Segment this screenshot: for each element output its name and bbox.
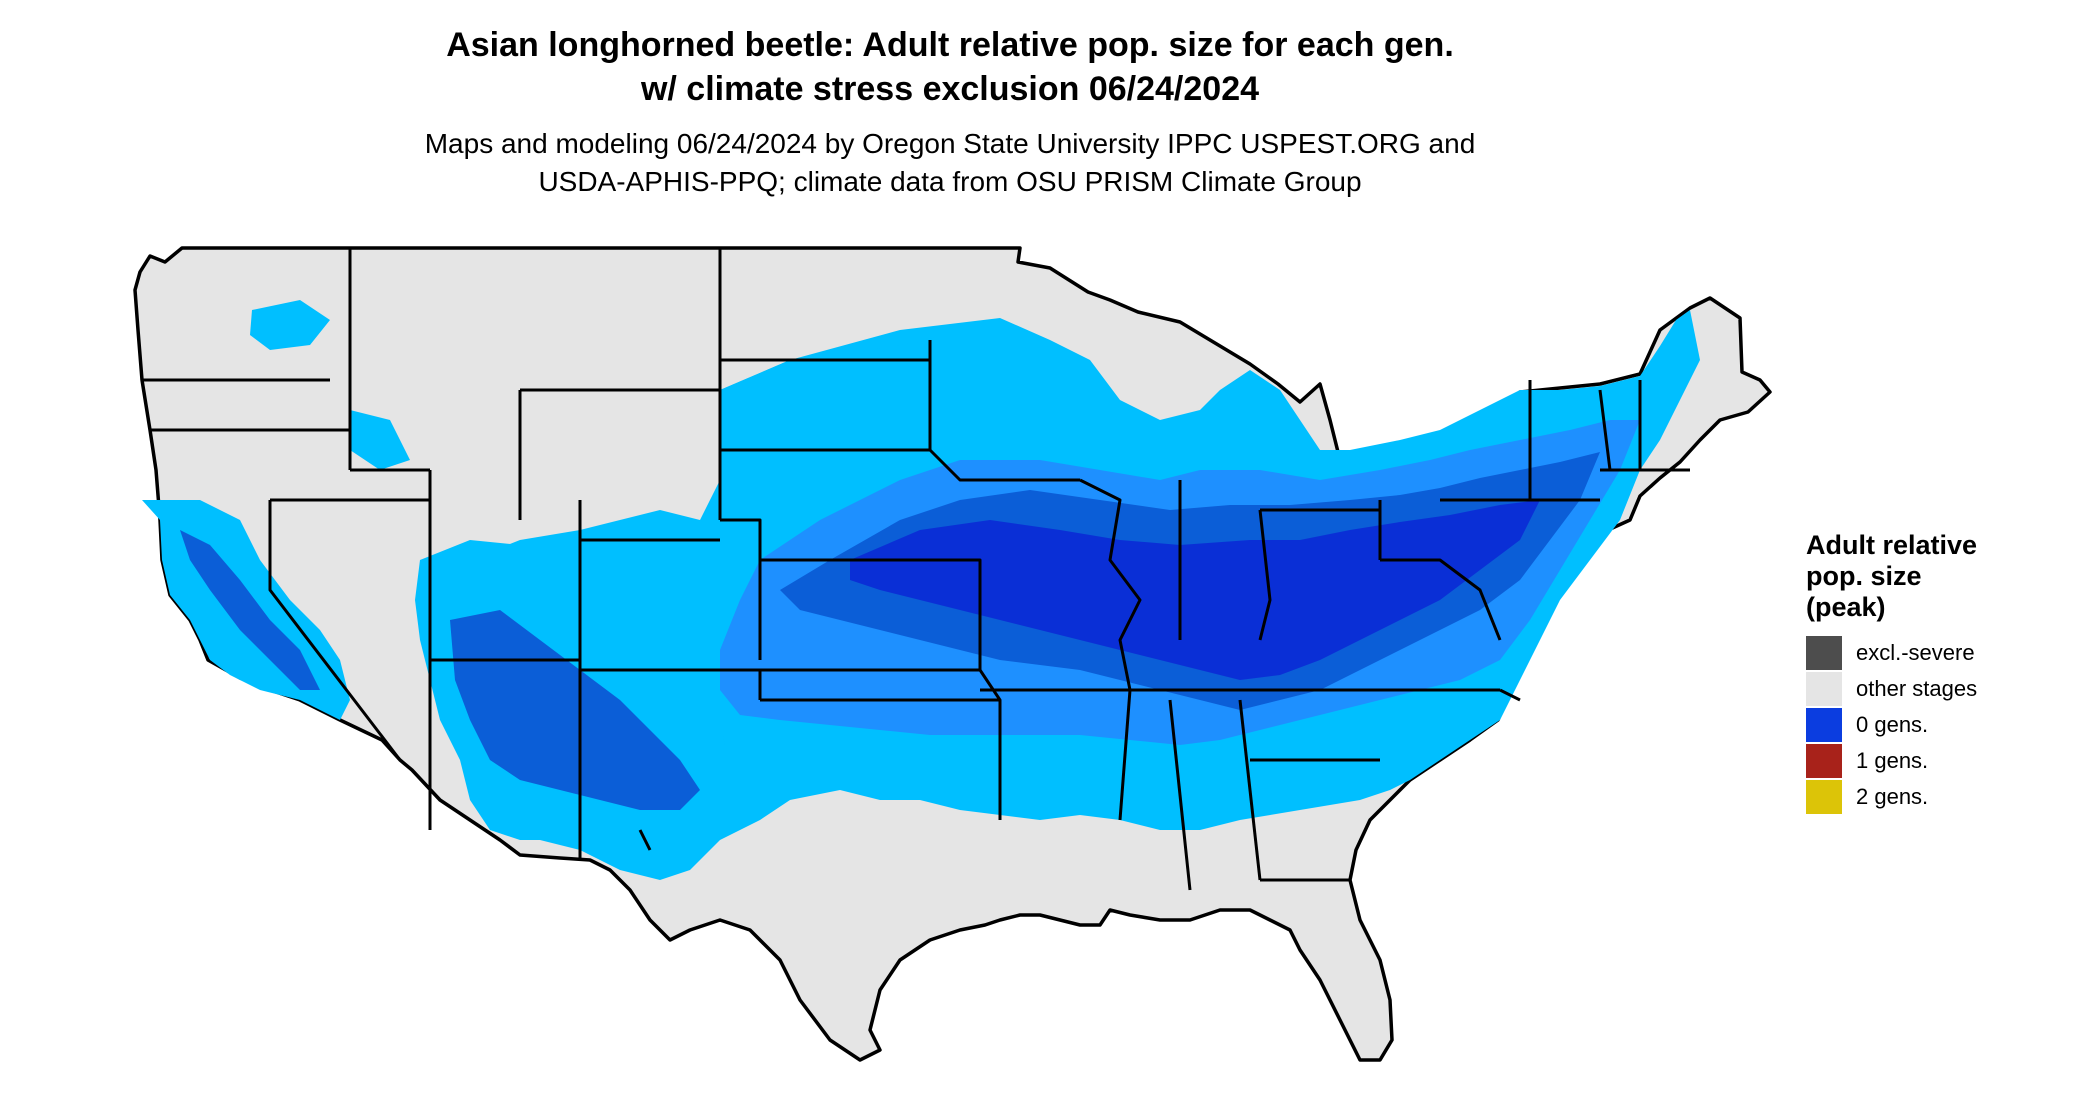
legend-item-other-stages: other stages <box>1806 671 2026 707</box>
legend-label-1-gens: 1 gens. <box>1856 748 1929 773</box>
zone-dark-blue-west-range <box>180 530 320 690</box>
legend-items: excl.-severe other stages 0 gens. 1 gens… <box>1806 635 2026 815</box>
population-zones <box>142 300 1700 880</box>
legend-title: Adult relative pop. size (peak) <box>1806 530 2026 623</box>
map-subtitle-line-2: USDA-APHIS-PPQ; climate data from OSU PR… <box>538 166 1362 197</box>
state-borders <box>142 248 1690 891</box>
legend-item-1-gens: 1 gens. <box>1806 743 2026 779</box>
legend-label-other-stages: other stages <box>1856 676 1978 701</box>
legend-swatch-other-stages <box>1806 672 1842 706</box>
zone-light-blue-idaho <box>350 410 410 470</box>
legend-title-line-1: Adult relative <box>1806 530 1978 560</box>
map-legend: Adult relative pop. size (peak) excl.-se… <box>1806 530 2026 815</box>
zone-light-blue-plains <box>720 340 960 450</box>
legend-label-2-gens: 2 gens. <box>1856 784 1929 809</box>
legend-label-0-gens: 0 gens. <box>1856 712 1929 737</box>
legend-label-excl-severe: excl.-severe <box>1856 640 1975 665</box>
legend-title-line-3: (peak) <box>1806 592 1886 622</box>
legend-item-2-gens: 2 gens. <box>1806 779 2026 815</box>
legend-swatch-excl-severe <box>1806 636 1842 670</box>
legend-item-0-gens: 0 gens. <box>1806 707 2026 743</box>
legend-swatch-0-gens <box>1806 708 1842 742</box>
legend-swatch-2-gens <box>1806 780 1842 814</box>
zone-light-blue-northwest <box>250 300 330 350</box>
map-title-line-1: Asian longhorned beetle: Adult relative … <box>446 26 1454 64</box>
legend-item-excl-severe: excl.-severe <box>1806 635 2026 671</box>
map-title-line-2: w/ climate stress exclusion 06/24/2024 <box>640 70 1260 108</box>
legend-title-line-2: pop. size <box>1806 561 1922 591</box>
map-subtitle-line-1: Maps and modeling 06/24/2024 by Oregon S… <box>424 128 1476 159</box>
legend-swatch-1-gens <box>1806 744 1842 778</box>
zone-deep-blue-streak <box>850 500 1540 680</box>
us-map <box>133 246 1772 1062</box>
